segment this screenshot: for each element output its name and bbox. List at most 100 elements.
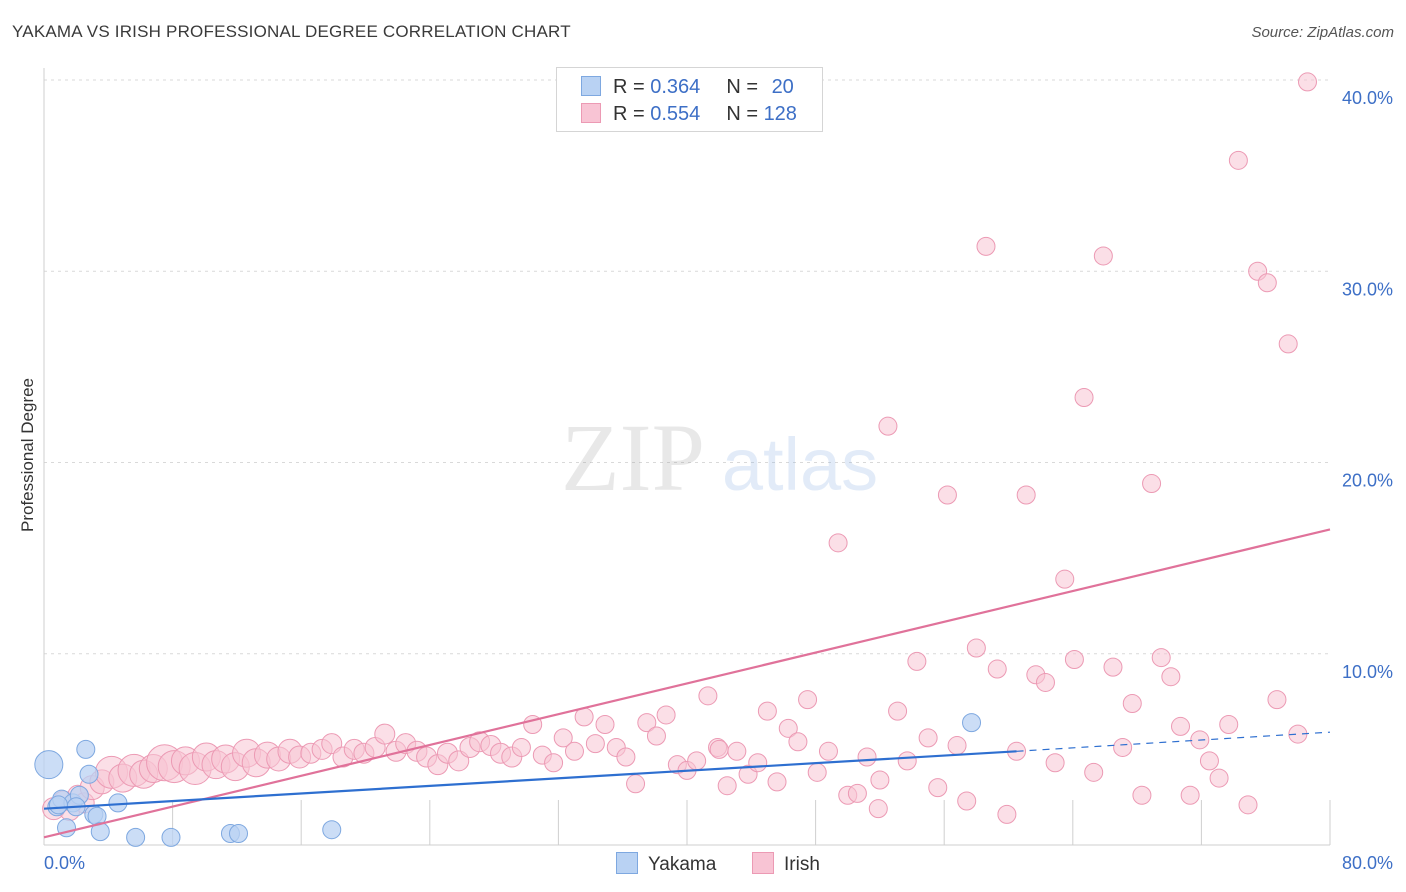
irish-point: [1257, 273, 1277, 293]
irish-trend-line: [43, 528, 1331, 839]
yakama-point: [229, 824, 249, 844]
irish-point: [907, 651, 927, 671]
irish-point: [757, 701, 777, 721]
watermark: ZIP atlas: [561, 404, 878, 511]
chart-title: YAKAMA VS IRISH PROFESSIONAL DEGREE CORR…: [12, 22, 571, 41]
irish-point: [1209, 768, 1229, 788]
irish-point: [1297, 72, 1317, 92]
yakama-trend-extrapolation: [1016, 731, 1331, 752]
yakama-legend-label: Yakama: [648, 854, 717, 875]
yakama-point: [79, 764, 99, 784]
y-tick-label: 10.0%: [1342, 662, 1393, 682]
yakama-point: [126, 827, 146, 847]
irish-point: [987, 659, 1007, 679]
irish-point: [1151, 648, 1171, 668]
irish-point: [928, 778, 948, 798]
irish-point: [1045, 753, 1065, 773]
legend-r-label: R =: [613, 76, 651, 98]
irish-point: [544, 753, 564, 773]
irish-point: [1219, 715, 1239, 735]
irish-point: [1267, 690, 1287, 710]
irish-point: [847, 783, 867, 803]
yakama-legend-swatch: [616, 852, 638, 874]
irish-legend-swatch: [752, 852, 774, 874]
legend-n-label: N =: [726, 76, 764, 98]
irish-point: [1055, 569, 1075, 589]
x-tick-label-min: 0.0%: [44, 853, 85, 873]
irish-point: [767, 772, 787, 792]
irish-swatch: [581, 103, 601, 123]
irish-point: [957, 791, 977, 811]
irish-point: [687, 751, 707, 771]
legend-row-irish: R = 0.554 N = 128: [581, 103, 797, 129]
legend-item-yakama[interactable]: Yakama: [616, 852, 716, 876]
irish-point: [698, 686, 718, 706]
trend-lines: [43, 528, 1331, 839]
irish-point: [656, 705, 676, 725]
irish-point: [798, 690, 818, 710]
irish-point: [778, 718, 798, 738]
irish-point: [1142, 474, 1162, 494]
yakama-n-value: 20: [771, 76, 794, 98]
legend-r-label: R =: [613, 103, 651, 125]
yakama-trend-line: [43, 750, 1017, 810]
yakama-point: [161, 827, 181, 847]
source-credit: Source: ZipAtlas.com: [1251, 24, 1394, 41]
yakama-swatch: [581, 76, 601, 96]
yakama-point: [48, 795, 68, 815]
irish-point: [1278, 334, 1298, 354]
irish-points: [42, 72, 1317, 824]
yakama-point: [90, 822, 110, 842]
irish-point: [564, 741, 584, 761]
yakama-r-value: 0.364: [650, 76, 701, 98]
gridlines: [44, 79, 1330, 655]
irish-point: [646, 726, 666, 746]
irish-point: [976, 236, 996, 256]
irish-point: [918, 728, 938, 748]
irish-point: [828, 533, 848, 553]
irish-point: [511, 737, 531, 757]
legend-n-label: N =: [726, 103, 764, 125]
irish-point: [717, 776, 737, 796]
irish-point: [1171, 716, 1191, 736]
legend-item-irish[interactable]: Irish: [752, 852, 820, 876]
irish-point: [857, 747, 877, 767]
irish-point: [1238, 795, 1258, 815]
irish-point: [1084, 762, 1104, 782]
irish-point: [878, 416, 898, 436]
irish-point: [374, 723, 396, 745]
irish-point: [585, 734, 605, 754]
irish-point: [1064, 649, 1084, 669]
yakama-point: [76, 739, 96, 759]
watermark-zip: ZIP: [561, 404, 705, 511]
y-tick-labels: 10.0% 20.0% 30.0% 40.0%: [1342, 88, 1393, 682]
irish-n-value: 128: [763, 103, 797, 125]
irish-point: [1180, 785, 1200, 805]
irish-point: [966, 638, 986, 658]
legend-row-yakama: R = 0.364 N = 20: [581, 76, 794, 102]
y-tick-label: 20.0%: [1342, 471, 1393, 491]
irish-point: [727, 741, 747, 761]
y-tick-label: 30.0%: [1342, 279, 1393, 299]
yakama-point: [962, 713, 982, 733]
irish-legend-label: Irish: [784, 854, 820, 875]
irish-point: [748, 753, 768, 773]
irish-point: [626, 774, 646, 794]
irish-point: [1016, 485, 1036, 505]
irish-point: [616, 747, 636, 767]
irish-point: [997, 804, 1017, 824]
irish-point: [553, 728, 573, 748]
x-tick-label-max: 80.0%: [1342, 853, 1393, 873]
irish-point: [788, 732, 808, 752]
irish-r-value: 0.554: [650, 103, 701, 125]
irish-point: [1103, 657, 1123, 677]
x-tick-labels: 0.0% 80.0%: [44, 853, 1393, 873]
irish-point: [870, 770, 890, 790]
watermark-atlas: atlas: [722, 423, 878, 506]
irish-point: [1199, 751, 1219, 771]
irish-point: [1093, 246, 1113, 266]
irish-point: [1161, 667, 1181, 687]
irish-point: [868, 799, 888, 819]
yakama-points: [34, 713, 982, 847]
